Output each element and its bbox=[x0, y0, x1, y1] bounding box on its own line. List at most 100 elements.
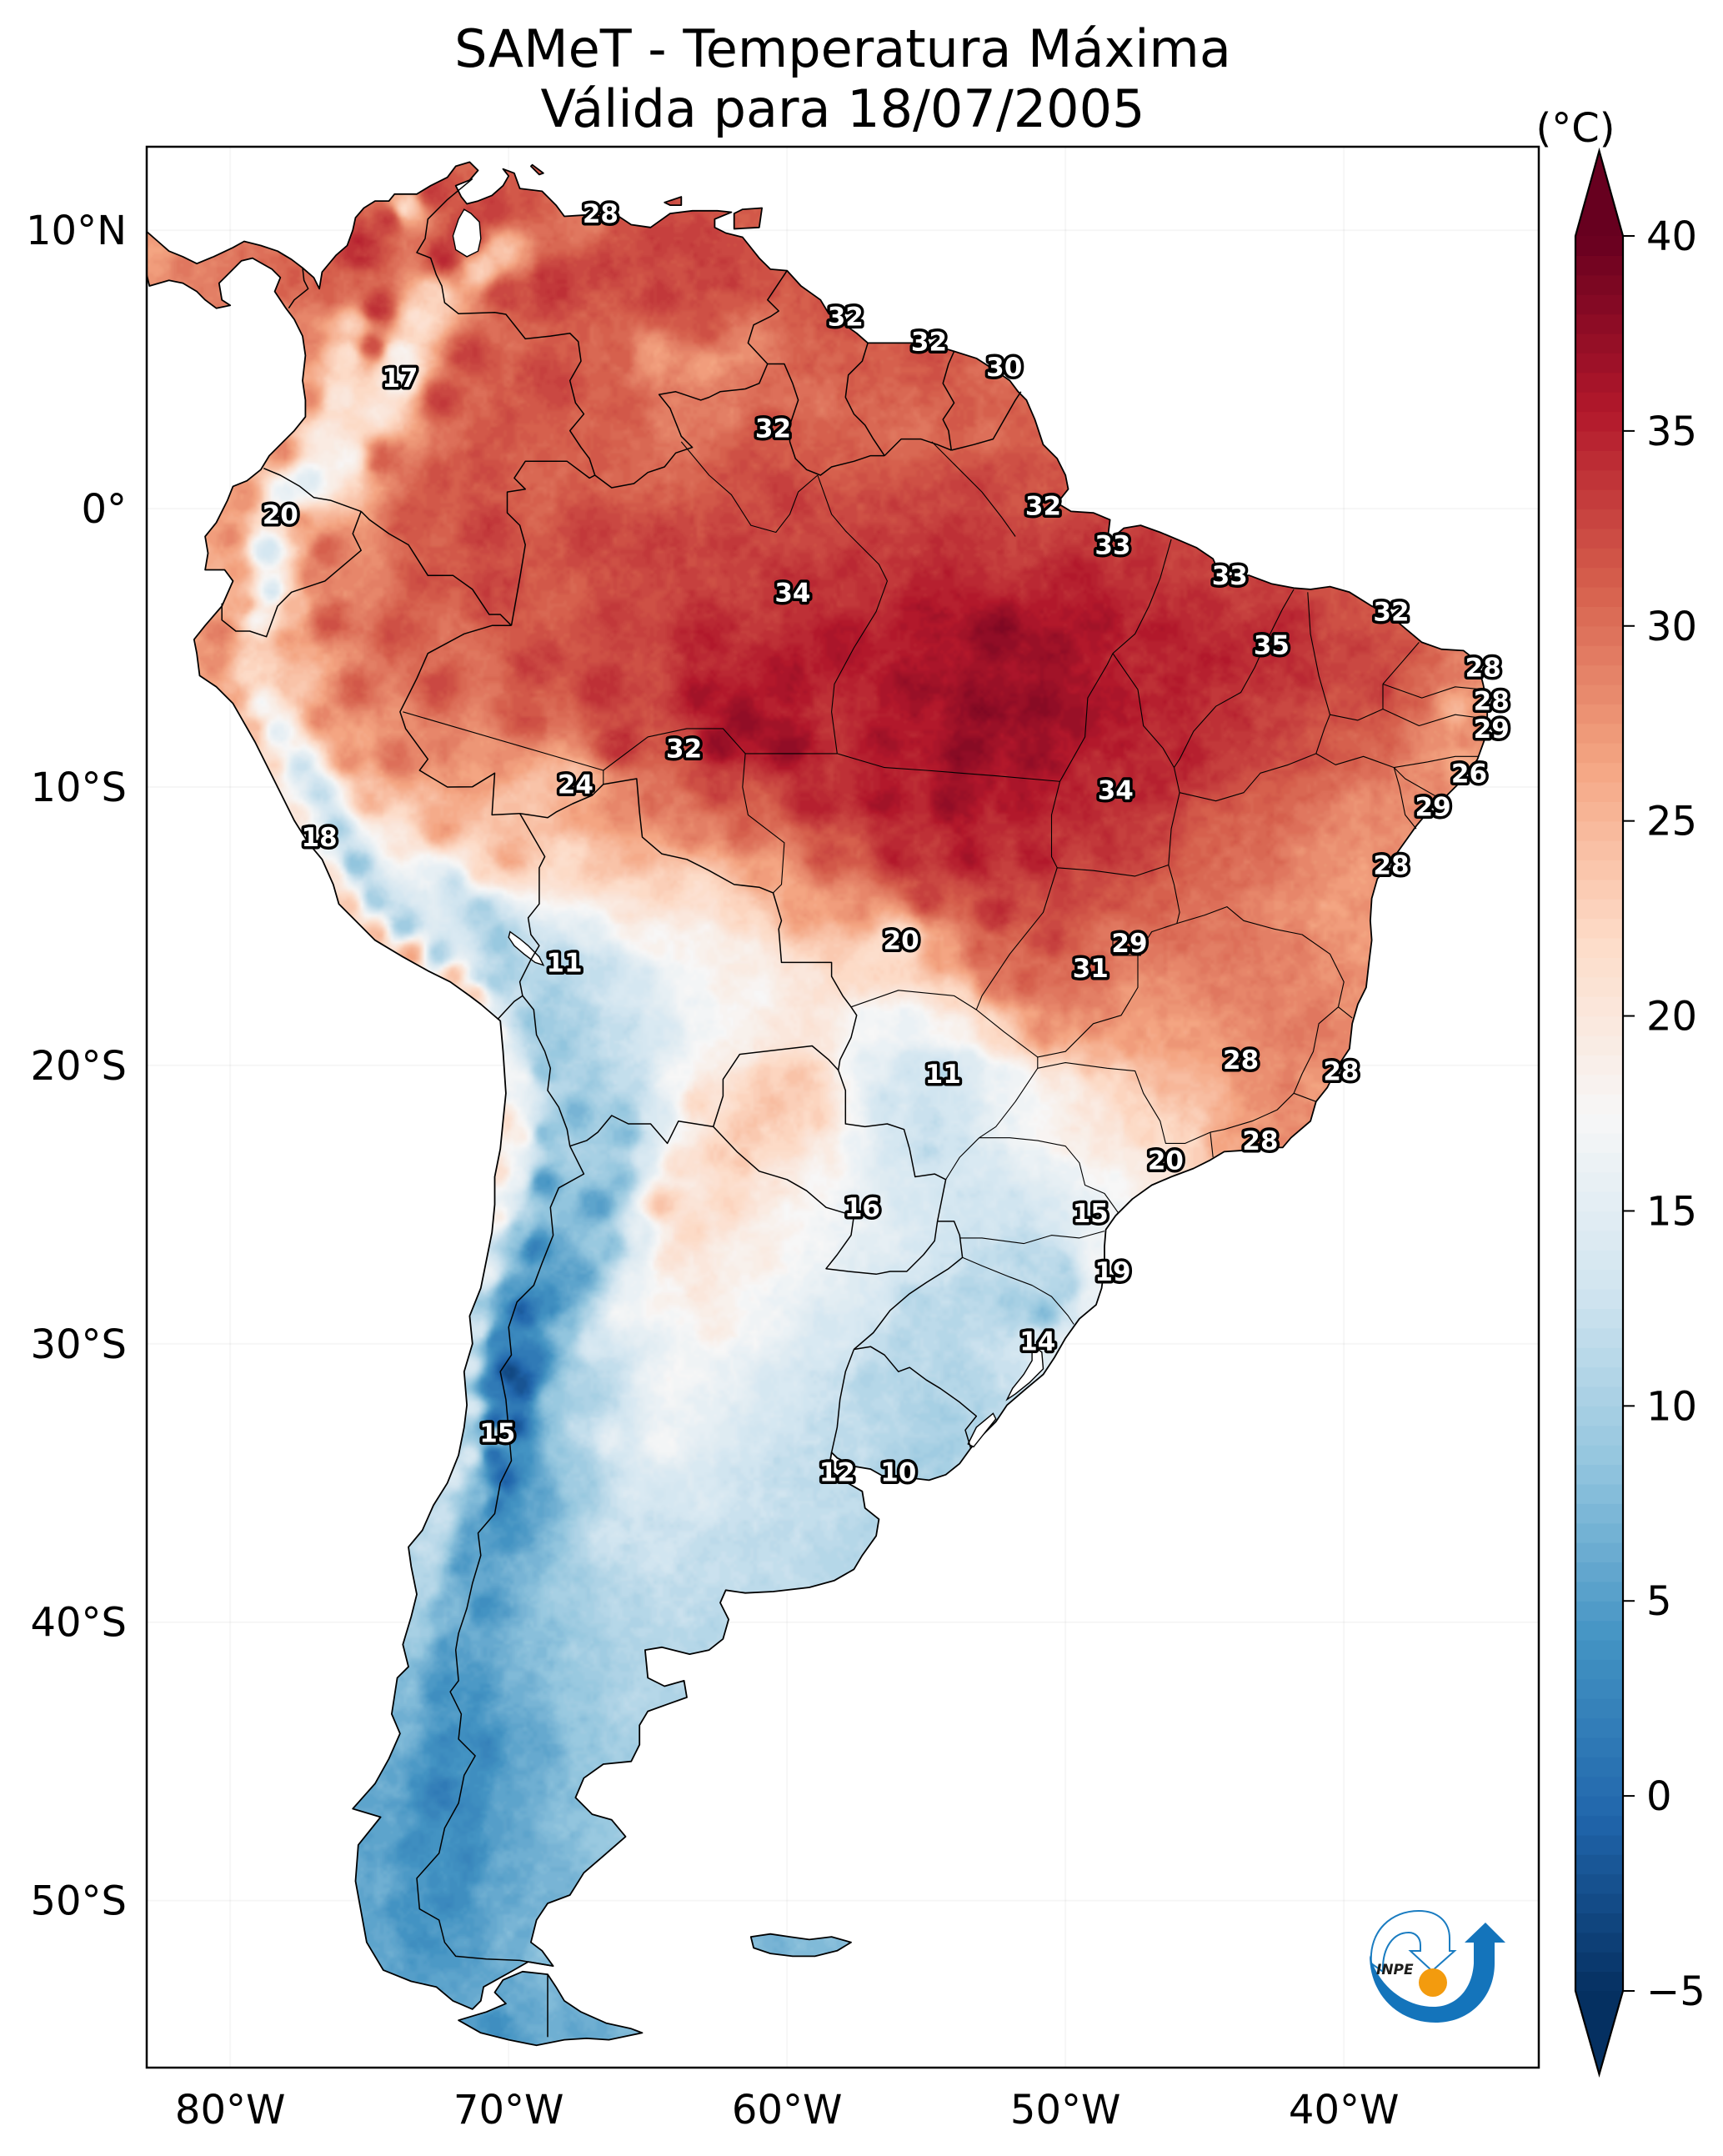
temperature-label: 19 bbox=[1094, 1257, 1130, 1287]
colorbar-band bbox=[1575, 236, 1623, 256]
state-border bbox=[979, 1056, 1039, 1139]
colorbar-band bbox=[1575, 664, 1623, 685]
colorbar-band bbox=[1575, 1620, 1623, 1641]
colorbar-band bbox=[1575, 1562, 1623, 1582]
colorbar-band bbox=[1575, 1269, 1623, 1290]
colorbar-band bbox=[1575, 1483, 1623, 1504]
country-border bbox=[416, 1146, 585, 1967]
country-border bbox=[951, 391, 1022, 451]
country-border bbox=[830, 1349, 855, 1453]
colorbar-band bbox=[1575, 957, 1623, 978]
state-border bbox=[850, 990, 977, 1010]
colorbar-band bbox=[1575, 1522, 1623, 1543]
lat-tick-label: 40°S bbox=[30, 1600, 127, 1647]
colorbar: (°C) 40 35 30 25 20 15 10 5 0 −5 bbox=[1536, 105, 1705, 2078]
country-border bbox=[288, 268, 309, 309]
colorbar-band bbox=[1575, 1893, 1623, 1914]
state-border bbox=[1174, 589, 1295, 768]
temperature-label: 20 bbox=[1148, 1146, 1184, 1176]
temperature-label: 33 bbox=[1212, 561, 1248, 591]
colorbar-band bbox=[1575, 899, 1623, 920]
temperature-label: 32 bbox=[666, 734, 702, 764]
lake bbox=[967, 1412, 997, 1448]
country-border bbox=[844, 343, 885, 457]
country-border bbox=[416, 178, 596, 476]
colorbar-band bbox=[1575, 1913, 1623, 1933]
colorbar-band bbox=[1575, 1211, 1623, 1231]
colorbar-band bbox=[1575, 1094, 1623, 1115]
colorbar-band bbox=[1575, 1132, 1623, 1153]
colorbar-band bbox=[1575, 606, 1623, 627]
temperature-label: 26 bbox=[1451, 759, 1487, 789]
lake bbox=[508, 930, 545, 966]
colorbar-tick-label: 5 bbox=[1646, 1578, 1672, 1625]
temperature-label: 28 bbox=[1373, 851, 1409, 881]
coastline bbox=[749, 1933, 852, 1958]
colorbar-band bbox=[1575, 1952, 1623, 1973]
country-border bbox=[360, 510, 513, 626]
colorbar-band bbox=[1575, 1873, 1623, 1894]
temperature-label: 17 bbox=[382, 364, 418, 394]
temperature-label: 32 bbox=[1373, 598, 1409, 628]
state-border bbox=[979, 1137, 1119, 1214]
country-border bbox=[854, 1346, 978, 1449]
colorbar-band bbox=[1575, 1055, 1623, 1075]
temperature-label: 18 bbox=[302, 823, 338, 853]
colorbar-band bbox=[1575, 1834, 1623, 1855]
colorbar-band bbox=[1575, 1308, 1623, 1329]
country-borders bbox=[221, 178, 1022, 2038]
lake bbox=[1005, 1344, 1044, 1401]
temperature-label: 28 bbox=[1465, 653, 1501, 683]
colorbar-band bbox=[1575, 820, 1623, 841]
lat-tick-label: 30°S bbox=[30, 1321, 127, 1368]
temperature-label: 32 bbox=[911, 328, 947, 358]
state-border bbox=[1382, 709, 1488, 727]
colorbar-band bbox=[1575, 1366, 1623, 1387]
state-border bbox=[1050, 781, 1061, 869]
colorbar-band bbox=[1575, 1971, 1623, 1992]
state-border bbox=[1293, 1092, 1316, 1102]
logo-sun-icon bbox=[1419, 1968, 1447, 1997]
colorbar-band bbox=[1575, 625, 1623, 646]
country-border bbox=[399, 624, 520, 816]
colorbar-band bbox=[1575, 1250, 1623, 1271]
temperature-label: 35 bbox=[1254, 631, 1290, 661]
lake bbox=[452, 208, 482, 258]
country-border bbox=[263, 468, 362, 513]
country-border bbox=[884, 438, 952, 457]
state-border bbox=[837, 753, 1060, 782]
country-border bbox=[853, 1221, 964, 1351]
colorbar-band bbox=[1575, 1581, 1623, 1602]
temperature-label: 16 bbox=[844, 1193, 880, 1223]
temperature-label: 30 bbox=[986, 353, 1022, 383]
lat-tick-label: 0° bbox=[81, 486, 127, 533]
colorbar-band bbox=[1575, 255, 1623, 276]
colorbar-band bbox=[1575, 1698, 1623, 1719]
colorbar-band bbox=[1575, 1796, 1623, 1817]
state-border bbox=[1307, 592, 1331, 755]
colorbar-band bbox=[1575, 684, 1623, 704]
lat-tick-label: 20°S bbox=[30, 1043, 127, 1090]
state-border bbox=[1179, 753, 1317, 802]
state-border bbox=[959, 1231, 1105, 1245]
colorbar-band bbox=[1575, 353, 1623, 374]
lon-tick-label: 60°W bbox=[732, 2087, 843, 2133]
lakes bbox=[452, 208, 1044, 1448]
lon-tick-label: 40°W bbox=[1289, 2087, 1400, 2133]
state-borders bbox=[403, 441, 1488, 1325]
state-border bbox=[1382, 683, 1484, 699]
logo-text: INPE bbox=[1376, 1962, 1414, 1978]
colorbar-band bbox=[1575, 1854, 1623, 1875]
logo-loop-arrow-icon bbox=[1370, 1909, 1457, 1973]
colorbar-ticks: 40 35 30 25 20 15 10 5 0 −5 bbox=[1623, 213, 1705, 2015]
temperature-label: 11 bbox=[546, 948, 582, 978]
colorbar-band bbox=[1575, 411, 1623, 432]
colorbar-tick-label: 0 bbox=[1646, 1773, 1672, 1820]
colorbar-band bbox=[1575, 1152, 1623, 1173]
temperature-label: 12 bbox=[819, 1457, 855, 1487]
colorbar-tick-label: 15 bbox=[1646, 1188, 1697, 1235]
colorbar-band bbox=[1575, 333, 1623, 353]
state-border bbox=[1059, 653, 1114, 782]
colorbar-band bbox=[1575, 1737, 1623, 1757]
colorbar-band bbox=[1575, 1327, 1623, 1348]
